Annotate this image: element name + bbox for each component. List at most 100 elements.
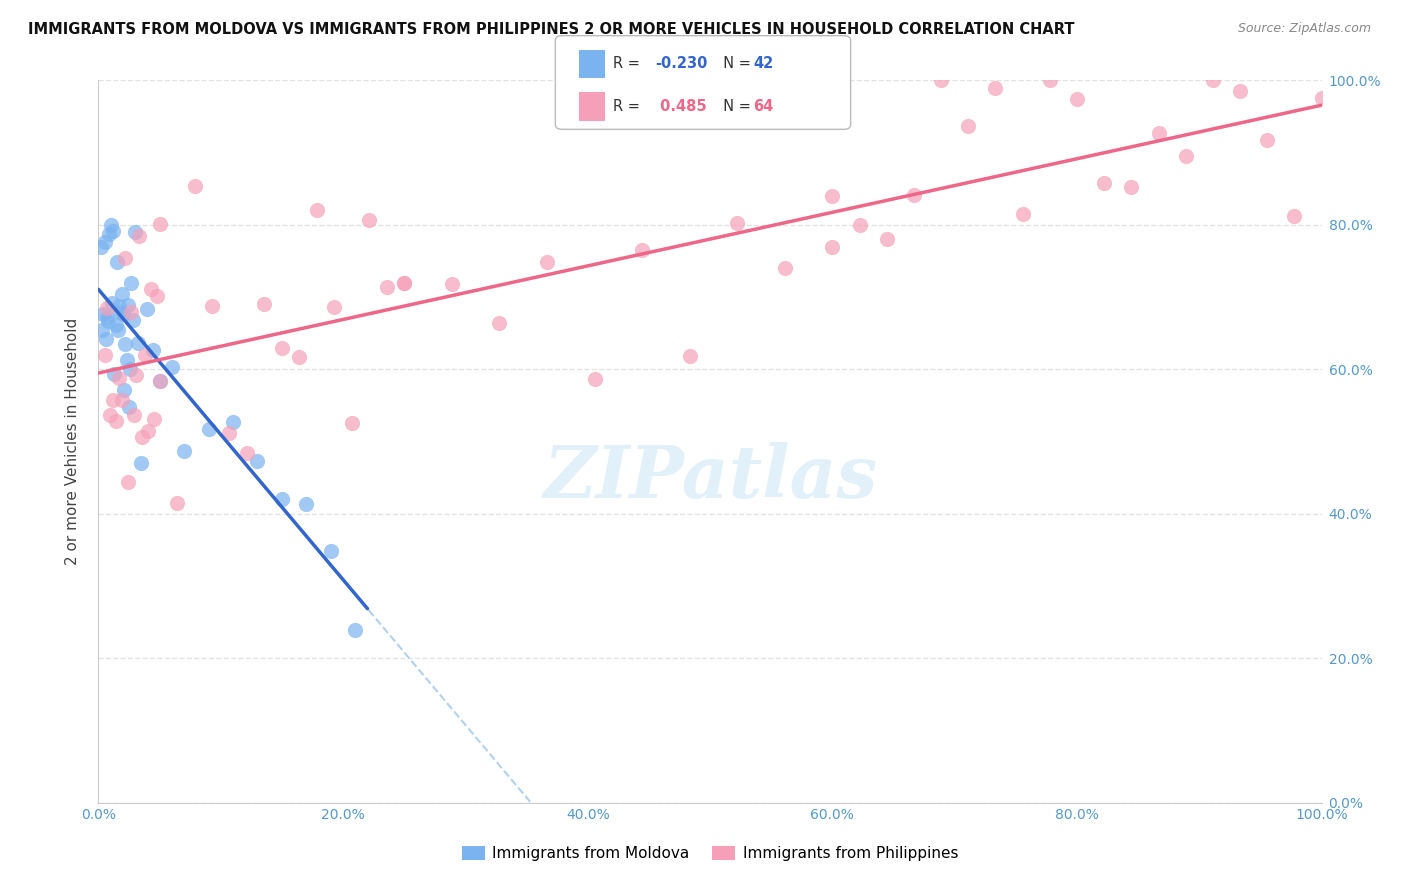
Point xyxy=(142,343,165,358)
Point xyxy=(903,187,925,202)
Point xyxy=(359,213,381,227)
Point xyxy=(488,316,510,330)
Point xyxy=(93,235,115,250)
Point xyxy=(929,73,952,87)
Text: R =: R = xyxy=(613,56,644,71)
Point xyxy=(114,251,136,265)
Point xyxy=(848,218,870,232)
Point xyxy=(1256,133,1278,147)
Point xyxy=(773,261,796,276)
Point xyxy=(98,227,121,242)
Point xyxy=(253,297,276,311)
Point xyxy=(136,301,159,316)
Point xyxy=(246,454,269,468)
Text: N =: N = xyxy=(714,56,756,71)
Point xyxy=(107,323,129,337)
Point xyxy=(725,216,748,230)
Point xyxy=(97,314,120,328)
Point xyxy=(197,422,219,436)
Point xyxy=(149,374,172,388)
Point xyxy=(101,295,124,310)
Text: IMMIGRANTS FROM MOLDOVA VS IMMIGRANTS FROM PHILIPPINES 2 OR MORE VEHICLES IN HOU: IMMIGRANTS FROM MOLDOVA VS IMMIGRANTS FR… xyxy=(28,22,1074,37)
Text: Source: ZipAtlas.com: Source: ZipAtlas.com xyxy=(1237,22,1371,36)
Point xyxy=(118,400,141,414)
Point xyxy=(173,444,195,458)
Text: ZIPatlas: ZIPatlas xyxy=(543,442,877,513)
Point xyxy=(124,225,146,239)
Point xyxy=(139,282,162,296)
Point xyxy=(1039,73,1062,87)
Point xyxy=(305,202,328,217)
Point xyxy=(96,310,118,325)
Point xyxy=(440,277,463,291)
Point xyxy=(117,297,139,311)
Point xyxy=(166,496,188,510)
Point xyxy=(1202,73,1225,87)
Point xyxy=(536,255,558,269)
Text: -0.230: -0.230 xyxy=(655,56,707,71)
Point xyxy=(104,318,127,332)
Point xyxy=(295,497,318,511)
Point xyxy=(876,232,898,246)
Text: 64: 64 xyxy=(754,99,773,114)
Point xyxy=(270,492,294,507)
Point xyxy=(1310,91,1333,105)
Point xyxy=(90,240,112,254)
Point xyxy=(121,313,143,327)
Point xyxy=(149,217,172,231)
Point xyxy=(103,393,125,408)
Point xyxy=(120,305,142,319)
Point xyxy=(1174,149,1197,163)
Point xyxy=(678,349,700,363)
Point xyxy=(108,299,131,313)
Point xyxy=(100,218,122,232)
Point xyxy=(145,289,167,303)
Point xyxy=(183,179,205,194)
Point xyxy=(127,335,149,350)
Point xyxy=(117,475,139,489)
Point xyxy=(1011,207,1033,221)
Point xyxy=(392,276,416,290)
Point xyxy=(131,430,153,444)
Point xyxy=(115,353,138,368)
Text: R =: R = xyxy=(613,99,644,114)
Point xyxy=(93,348,115,362)
Point xyxy=(134,348,156,362)
Point xyxy=(112,383,135,397)
Point xyxy=(128,229,150,244)
Point xyxy=(392,276,416,290)
Point xyxy=(96,301,118,315)
Point xyxy=(1229,84,1251,98)
Point xyxy=(984,80,1007,95)
Point xyxy=(1147,127,1170,141)
Text: N =: N = xyxy=(714,99,756,114)
Point xyxy=(583,372,606,386)
Point xyxy=(98,409,121,423)
Point xyxy=(142,411,165,425)
Point xyxy=(120,276,142,290)
Text: 0.485: 0.485 xyxy=(655,99,707,114)
Point xyxy=(110,305,132,319)
Point xyxy=(270,341,294,355)
Point xyxy=(957,119,980,133)
Point xyxy=(108,371,131,385)
Point xyxy=(344,624,367,638)
Point xyxy=(222,415,245,429)
Point xyxy=(1121,180,1143,194)
Point xyxy=(94,332,117,346)
Point xyxy=(323,301,346,315)
Point xyxy=(236,446,259,460)
Point xyxy=(136,424,159,438)
Point xyxy=(319,543,342,558)
Point xyxy=(160,359,183,374)
Point xyxy=(340,417,363,431)
Point xyxy=(91,307,114,321)
Point xyxy=(111,393,134,408)
Legend: Immigrants from Moldova, Immigrants from Philippines: Immigrants from Moldova, Immigrants from… xyxy=(456,840,965,867)
Y-axis label: 2 or more Vehicles in Household: 2 or more Vehicles in Household xyxy=(65,318,80,566)
Point xyxy=(125,368,148,382)
Point xyxy=(120,361,142,376)
Point xyxy=(1092,176,1115,190)
Point xyxy=(375,280,398,294)
Point xyxy=(1066,92,1088,106)
